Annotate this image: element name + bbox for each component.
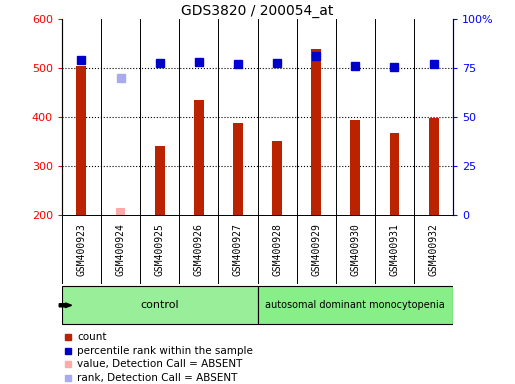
Text: GSM400931: GSM400931 xyxy=(389,223,400,276)
FancyBboxPatch shape xyxy=(258,286,453,324)
Text: GSM400925: GSM400925 xyxy=(154,223,165,276)
Bar xyxy=(194,100,203,215)
Bar xyxy=(272,141,282,215)
Bar xyxy=(350,119,360,215)
Bar xyxy=(115,208,125,215)
FancyBboxPatch shape xyxy=(62,286,258,324)
Bar xyxy=(428,118,438,215)
Text: GSM400924: GSM400924 xyxy=(115,223,126,276)
Bar xyxy=(76,66,86,215)
Text: rank, Detection Call = ABSENT: rank, Detection Call = ABSENT xyxy=(77,373,238,383)
Text: GSM400932: GSM400932 xyxy=(428,223,439,276)
Title: GDS3820 / 200054_at: GDS3820 / 200054_at xyxy=(181,4,334,18)
Bar xyxy=(154,147,164,215)
Text: control: control xyxy=(140,300,179,310)
Bar xyxy=(311,49,321,215)
Bar xyxy=(233,123,243,215)
Text: GSM400929: GSM400929 xyxy=(311,223,321,276)
Text: count: count xyxy=(77,332,107,342)
Text: GSM400926: GSM400926 xyxy=(194,223,204,276)
Text: percentile rank within the sample: percentile rank within the sample xyxy=(77,346,253,356)
Text: GSM400923: GSM400923 xyxy=(76,223,87,276)
Text: GSM400930: GSM400930 xyxy=(350,223,360,276)
Text: value, Detection Call = ABSENT: value, Detection Call = ABSENT xyxy=(77,359,243,369)
Text: GSM400928: GSM400928 xyxy=(272,223,282,276)
Text: autosomal dominant monocytopenia: autosomal dominant monocytopenia xyxy=(265,300,445,310)
Bar xyxy=(389,133,400,215)
Text: GSM400927: GSM400927 xyxy=(233,223,243,276)
